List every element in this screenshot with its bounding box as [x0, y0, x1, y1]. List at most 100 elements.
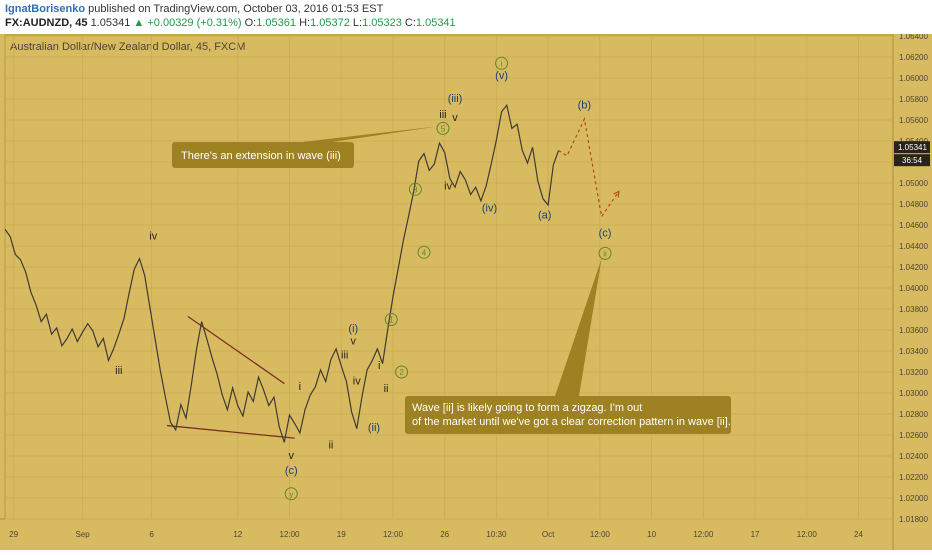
y-tick-label: 1.02600: [899, 431, 928, 440]
wave-label[interactable]: (a): [538, 210, 551, 222]
ohlc-line: FX:AUDNZD, 45 1.05341 ▲ +0.00329 (+0.31%…: [5, 17, 456, 29]
circle-marker: [417, 245, 431, 259]
wave-label[interactable]: iii: [115, 365, 122, 377]
circle-marker: [495, 56, 509, 70]
high-label: H:: [299, 17, 311, 29]
wave-label[interactable]: (b): [578, 99, 591, 111]
circle-wave-label[interactable]: 1: [389, 316, 394, 325]
y-tick-label: 1.04800: [899, 200, 928, 209]
wave-label[interactable]: iv: [149, 231, 157, 243]
y-tick-label: 1.03200: [899, 368, 928, 377]
close-value: 1.05341: [415, 17, 456, 29]
low-label: L:: [352, 17, 363, 29]
symbol-label[interactable]: FX:AUDNZD, 45: [5, 17, 88, 29]
wave-label[interactable]: v: [452, 112, 458, 124]
x-tick-label: 26: [440, 530, 449, 539]
y-tick-label: 1.02000: [899, 494, 928, 503]
wave-label[interactable]: (i): [348, 323, 358, 335]
chart-frame[interactable]: Australian Dollar/New Zealand Dollar, 45…: [0, 32, 932, 555]
wave-label[interactable]: (c): [599, 228, 612, 240]
circle-marker: [408, 182, 422, 196]
high-value: 1.05372: [310, 17, 350, 29]
callout-text: Wave [ii] is likely going to form a zigz…: [412, 402, 731, 428]
x-tick-label: 17: [751, 530, 760, 539]
trendline[interactable]: [167, 424, 295, 439]
countdown-tag: [894, 154, 930, 167]
x-tick-label: 6: [149, 530, 154, 539]
wave-label[interactable]: (v): [495, 70, 508, 82]
x-tick-label: Oct: [542, 530, 555, 539]
wave-label[interactable]: v: [288, 450, 294, 462]
x-tick-label: 10: [647, 530, 656, 539]
y-tick-label: 1.03800: [899, 305, 928, 314]
wave-label[interactable]: v: [351, 336, 357, 348]
circle-wave-label[interactable]: 2: [399, 368, 404, 377]
circle-marker: [395, 365, 409, 379]
chart-title: Australian Dollar/New Zealand Dollar, 45…: [10, 41, 245, 53]
y-tick-label: 1.03600: [899, 326, 928, 335]
x-tick-label: 29: [9, 530, 18, 539]
author-link[interactable]: IgnatBorisenko: [5, 3, 86, 15]
wave-label[interactable]: iv: [444, 180, 452, 192]
callout-text: There's an extension in wave (iii): [181, 150, 341, 162]
wave-label[interactable]: iii: [341, 349, 348, 361]
y-tick-label: 1.04600: [899, 221, 928, 230]
x-tick-label: 12:00: [383, 530, 404, 539]
x-tick-label: 12: [233, 530, 242, 539]
y-tick-label: 1.06400: [899, 34, 928, 41]
y-tick-label: 1.06000: [899, 74, 928, 83]
x-tick-label: 12:00: [590, 530, 611, 539]
callout-box[interactable]: [172, 142, 354, 168]
wave-label[interactable]: i: [378, 360, 380, 372]
price-series-line: [4, 103, 560, 443]
circle-wave-label[interactable]: i: [501, 59, 503, 68]
circle-wave-label[interactable]: 4: [422, 248, 427, 257]
circle-wave-label[interactable]: ii: [603, 249, 607, 258]
chart-background: [0, 34, 932, 550]
x-tick-label: 10:30: [486, 530, 507, 539]
circle-marker: [598, 246, 612, 260]
wave-label[interactable]: (ii): [368, 422, 380, 434]
x-tick-label: 24: [854, 530, 863, 539]
y-tick-label: 1.01800: [899, 515, 928, 524]
callout-box[interactable]: [405, 396, 731, 434]
wave-label[interactable]: (iii): [448, 93, 463, 105]
projection-arrow-icon: [613, 190, 620, 198]
callout-pointer: [555, 258, 602, 396]
wave-label[interactable]: iv: [353, 376, 361, 388]
change-arrow-icon: ▲: [133, 17, 145, 29]
circle-wave-label[interactable]: 5: [441, 124, 446, 133]
wave-label[interactable]: i: [299, 381, 301, 393]
price-chart[interactable]: Australian Dollar/New Zealand Dollar, 45…: [0, 32, 932, 550]
circle-marker: [436, 121, 450, 135]
close-label: C:: [404, 17, 416, 29]
change-value: +0.00329 (+0.31%): [147, 17, 242, 29]
circle-marker: [284, 487, 298, 501]
y-tick-label: 1.06200: [899, 53, 928, 62]
open-label: O:: [244, 17, 257, 29]
price-tags: 1.05341 36:54: [894, 141, 930, 167]
y-tick-label: 1.03400: [899, 347, 928, 356]
open-value: 1.05361: [256, 17, 296, 29]
y-tick-label: 1.02400: [899, 452, 928, 461]
circle-wave-label[interactable]: y: [289, 490, 293, 499]
wave-label[interactable]: ii: [328, 440, 333, 452]
arrow-head-icon: [613, 190, 620, 198]
y-tick-label: 1.03000: [899, 389, 928, 398]
wave-label[interactable]: ii: [384, 383, 389, 395]
wave-label[interactable]: (iv): [482, 202, 497, 214]
y-tick-label: 1.04200: [899, 263, 928, 272]
wave-label[interactable]: iii: [439, 109, 446, 121]
y-tick-label: 1.04400: [899, 242, 928, 251]
x-tick-label: 12:00: [693, 530, 714, 539]
chart-header: IgnatBorisenko published on TradingView.…: [0, 0, 932, 34]
wave-label[interactable]: (c): [285, 465, 298, 477]
y-tick-label: 1.05000: [899, 179, 928, 188]
projection-line: [558, 117, 620, 219]
x-tick-label: 12:00: [797, 530, 818, 539]
y-tick-label: 1.02200: [899, 473, 928, 482]
countdown-text: 36:54: [902, 156, 923, 165]
circle-wave-label[interactable]: 3: [413, 185, 418, 194]
x-tick-label: 12:00: [279, 530, 300, 539]
